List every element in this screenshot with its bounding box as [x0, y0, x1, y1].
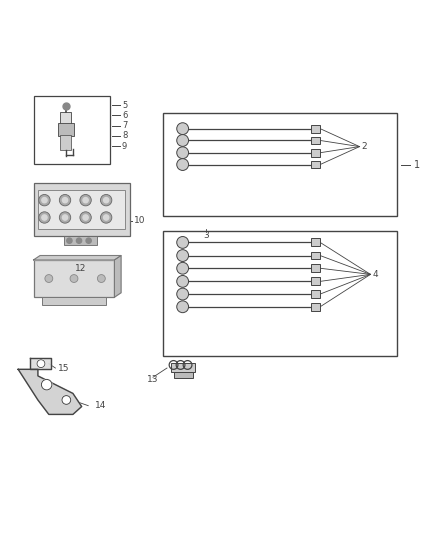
Text: 2: 2 — [361, 142, 367, 151]
Text: 15: 15 — [57, 364, 69, 373]
Circle shape — [70, 274, 78, 282]
Circle shape — [97, 274, 105, 282]
Circle shape — [39, 212, 50, 223]
Circle shape — [42, 215, 47, 220]
Bar — [60, 112, 71, 124]
Text: 6: 6 — [122, 110, 127, 119]
Polygon shape — [114, 255, 121, 297]
Bar — [58, 123, 74, 136]
Bar — [310, 149, 319, 157]
Circle shape — [41, 379, 52, 390]
Circle shape — [62, 198, 67, 203]
Text: 9: 9 — [122, 142, 127, 151]
Bar — [310, 278, 319, 285]
Circle shape — [59, 195, 71, 206]
Circle shape — [177, 134, 188, 147]
Circle shape — [62, 215, 67, 220]
Circle shape — [67, 238, 72, 243]
Polygon shape — [33, 255, 121, 260]
Bar — [60, 135, 71, 150]
Bar — [310, 264, 319, 272]
Bar — [310, 303, 319, 311]
Circle shape — [80, 212, 91, 223]
Bar — [162, 231, 396, 356]
Circle shape — [177, 288, 188, 300]
Text: 7: 7 — [122, 121, 127, 130]
Circle shape — [177, 301, 188, 313]
Bar — [33, 260, 114, 297]
Circle shape — [39, 195, 50, 206]
Circle shape — [76, 238, 81, 243]
Circle shape — [177, 262, 188, 274]
Circle shape — [80, 195, 91, 206]
Circle shape — [100, 212, 112, 223]
Polygon shape — [30, 358, 51, 369]
Circle shape — [42, 198, 47, 203]
Text: 10: 10 — [134, 216, 145, 225]
Circle shape — [45, 274, 53, 282]
Circle shape — [37, 360, 45, 368]
Text: 5: 5 — [122, 101, 127, 110]
Bar — [33, 96, 110, 164]
Circle shape — [177, 123, 188, 134]
Circle shape — [177, 147, 188, 159]
Text: 1: 1 — [413, 160, 420, 169]
Text: 13: 13 — [147, 375, 159, 384]
Text: 12: 12 — [75, 264, 86, 273]
Bar — [171, 363, 195, 372]
Text: 4: 4 — [372, 270, 378, 279]
Bar — [42, 297, 106, 305]
Bar — [310, 290, 319, 298]
Circle shape — [83, 215, 88, 220]
Bar — [173, 372, 193, 378]
Bar — [310, 238, 319, 246]
Circle shape — [177, 159, 188, 171]
Bar — [310, 252, 319, 260]
Circle shape — [59, 212, 71, 223]
Bar — [162, 114, 396, 216]
Polygon shape — [18, 369, 81, 415]
Text: 3: 3 — [203, 231, 209, 240]
Text: 8: 8 — [122, 131, 127, 140]
Bar — [64, 236, 97, 246]
Text: 14: 14 — [95, 401, 106, 410]
Circle shape — [83, 198, 88, 203]
Bar — [310, 125, 319, 133]
Circle shape — [103, 215, 109, 220]
Circle shape — [177, 276, 188, 287]
Circle shape — [86, 238, 91, 243]
Bar — [310, 136, 319, 144]
Circle shape — [62, 395, 71, 405]
Bar — [38, 190, 125, 229]
Circle shape — [177, 249, 188, 262]
Bar — [33, 183, 130, 236]
Bar — [310, 160, 319, 168]
Circle shape — [177, 237, 188, 248]
Circle shape — [103, 198, 109, 203]
Circle shape — [100, 195, 112, 206]
